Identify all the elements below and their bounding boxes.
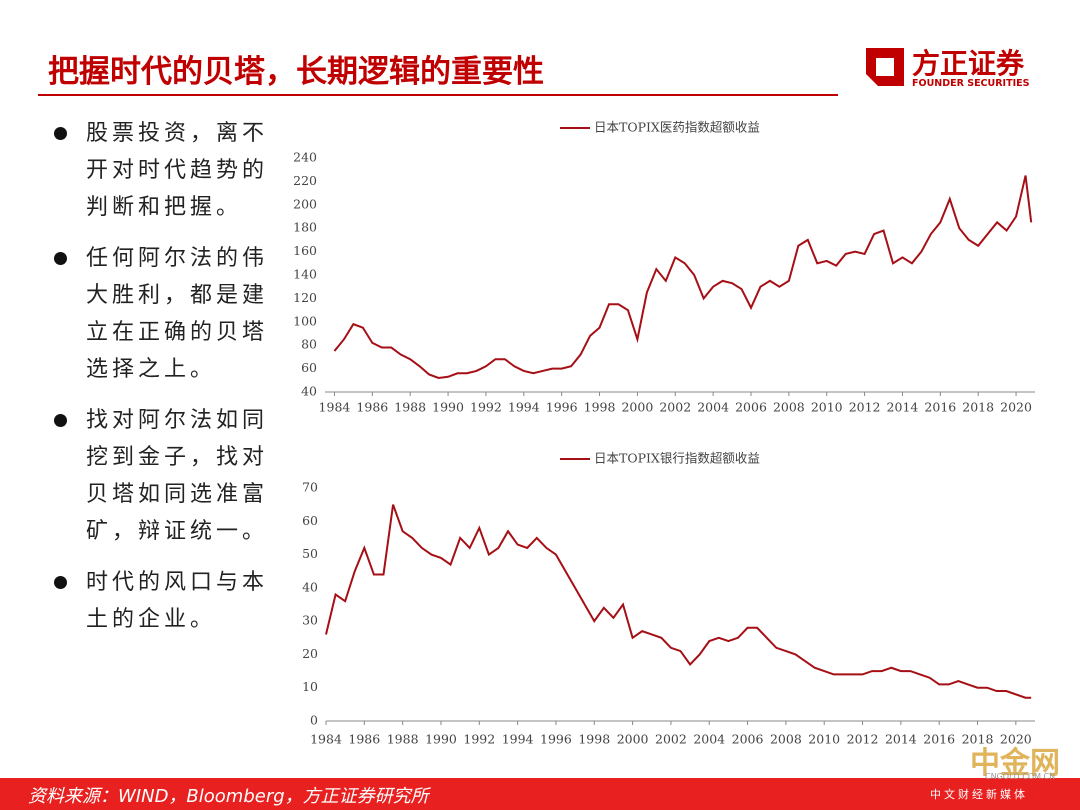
legend-label: 日本TOPIX医药指数超额收益 xyxy=(594,120,760,135)
y-tick-label: 120 xyxy=(293,290,317,305)
y-tick-label: 240 xyxy=(293,150,317,165)
x-tick-label: 1986 xyxy=(356,400,388,415)
y-tick-label: 60 xyxy=(301,360,317,375)
y-tick-label: 140 xyxy=(293,267,317,282)
y-tick-label: 40 xyxy=(302,579,318,594)
y-tick-label: 10 xyxy=(302,679,318,694)
x-tick-label: 1998 xyxy=(584,400,616,415)
x-tick-label: 1986 xyxy=(348,732,380,747)
x-tick-label: 1992 xyxy=(470,400,502,415)
x-tick-label: 1996 xyxy=(540,732,572,747)
x-tick-label: 2008 xyxy=(770,732,802,747)
x-tick-label: 1990 xyxy=(432,400,464,415)
bullet: 任何阿尔法的伟大胜利，都是建立在正确的贝塔选择之上。 xyxy=(50,240,276,388)
y-tick-label: 220 xyxy=(293,173,317,188)
bullet: 找对阿尔法如同挖到金子，找对贝塔如同选准富矿，辩证统一。 xyxy=(50,402,276,550)
x-tick-label: 1988 xyxy=(387,732,419,747)
x-tick-label: 2002 xyxy=(655,732,687,747)
x-tick-label: 2014 xyxy=(885,732,917,747)
x-tick-label: 1984 xyxy=(310,732,342,747)
x-tick-label: 2004 xyxy=(693,732,725,747)
x-tick-label: 2000 xyxy=(621,400,653,415)
y-tick-label: 160 xyxy=(293,243,317,258)
x-tick-label: 2010 xyxy=(811,400,843,415)
x-tick-label: 2004 xyxy=(697,400,729,415)
x-tick-label: 2010 xyxy=(808,732,840,747)
x-tick-label: 1984 xyxy=(319,400,351,415)
watermark: 中金网 xyxy=(970,746,1060,781)
bullet: 股票投资，离不开对时代趋势的判断和把握。 xyxy=(50,115,276,226)
x-tick-label: 2016 xyxy=(924,400,956,415)
x-tick-label: 2008 xyxy=(773,400,805,415)
x-tick-label: 1998 xyxy=(578,732,610,747)
x-tick-label: 2006 xyxy=(732,732,764,747)
x-tick-label: 2016 xyxy=(923,732,955,747)
y-tick-label: 20 xyxy=(302,646,318,661)
title-rule xyxy=(38,94,838,96)
x-tick-label: 1994 xyxy=(508,400,540,415)
y-tick-label: 200 xyxy=(293,196,317,211)
watermark-url: CNGOLD.COM.CN xyxy=(985,772,1056,781)
data-line xyxy=(333,175,1033,379)
y-tick-label: 30 xyxy=(302,613,318,628)
x-tick-label: 1988 xyxy=(394,400,426,415)
x-tick-label: 2020 xyxy=(1000,732,1032,747)
footer-band xyxy=(0,778,1080,810)
legend-label: 日本TOPIX银行指数超额收益 xyxy=(594,451,760,466)
bullet: 时代的风口与本土的企业。 xyxy=(50,564,276,638)
data-line xyxy=(325,504,1032,699)
y-tick-label: 40 xyxy=(301,384,317,399)
x-tick-label: 2002 xyxy=(659,400,691,415)
logo-mark xyxy=(866,48,904,86)
y-tick-label: 0 xyxy=(310,713,318,728)
x-tick-label: 1990 xyxy=(425,732,457,747)
y-tick-label: 180 xyxy=(293,220,317,235)
x-tick-label: 2012 xyxy=(849,400,881,415)
y-tick-label: 80 xyxy=(301,337,317,352)
y-tick-label: 60 xyxy=(302,513,318,528)
bullet-list: 股票投资，离不开对时代趋势的判断和把握。任何阿尔法的伟大胜利，都是建立在正确的贝… xyxy=(50,115,290,652)
x-tick-label: 1996 xyxy=(546,400,578,415)
slide-title: 把握时代的贝塔，长期逻辑的重要性 xyxy=(48,54,544,90)
logo-text: 方正证券 xyxy=(912,47,1025,80)
x-tick-label: 2012 xyxy=(847,732,879,747)
x-tick-label: 1994 xyxy=(502,732,534,747)
x-tick-label: 2018 xyxy=(962,732,994,747)
x-tick-label: 1992 xyxy=(463,732,495,747)
y-tick-label: 70 xyxy=(302,480,318,495)
x-tick-label: 2006 xyxy=(735,400,767,415)
y-tick-label: 50 xyxy=(302,546,318,561)
x-tick-label: 2018 xyxy=(962,400,994,415)
logo-subtext: FOUNDER SECURITIES xyxy=(912,78,1030,89)
x-tick-label: 2000 xyxy=(617,732,649,747)
source-note: 资料来源：WIND，Bloomberg，方正证券研究所 xyxy=(28,786,429,807)
y-tick-label: 100 xyxy=(293,313,317,328)
x-tick-label: 2014 xyxy=(887,400,919,415)
x-tick-label: 2020 xyxy=(1000,400,1032,415)
watermark-tagline: 中文财经新媒体 xyxy=(930,788,1028,801)
